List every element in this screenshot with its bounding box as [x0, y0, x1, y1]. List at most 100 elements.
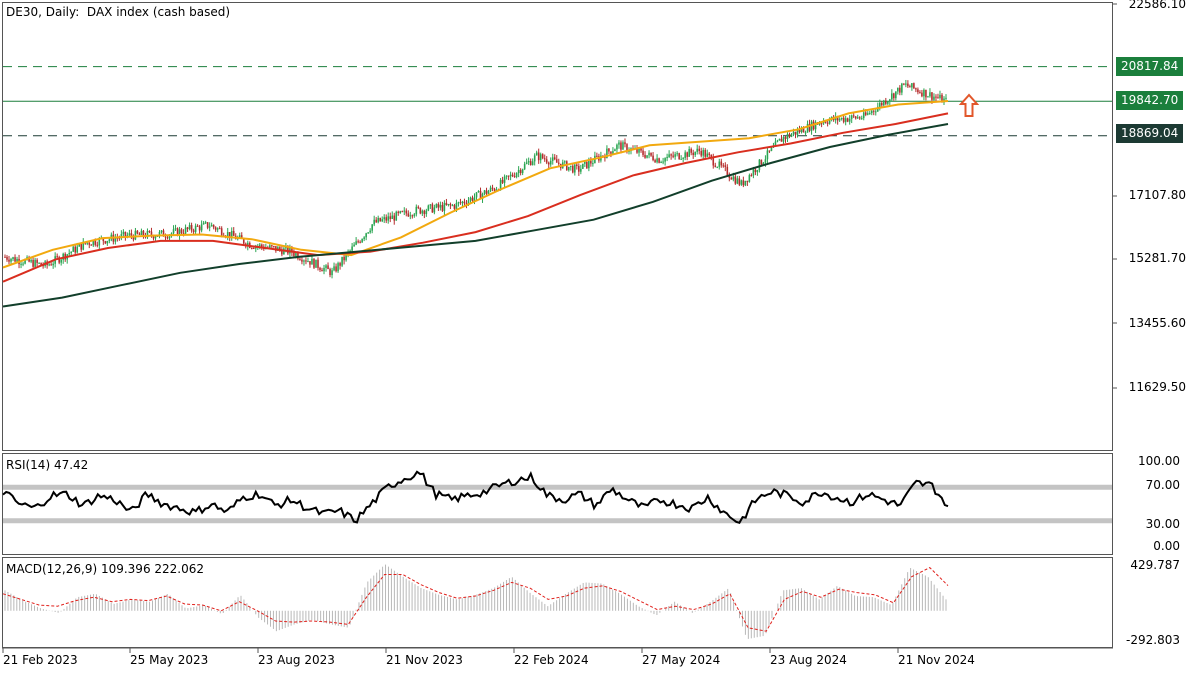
- macd-tick-label: -292.803: [1126, 633, 1180, 647]
- candle-body: [218, 228, 221, 230]
- candle-body: [728, 175, 731, 178]
- candle-body: [828, 119, 831, 124]
- candle-body: [431, 204, 434, 213]
- candle-body: [351, 246, 353, 251]
- candle-body: [259, 244, 261, 247]
- candle-body: [309, 261, 311, 265]
- candle-body: [824, 121, 827, 123]
- candle-body: [686, 152, 688, 157]
- candle-body: [780, 138, 783, 142]
- candle-body: [186, 227, 189, 229]
- candle-body: [537, 152, 540, 161]
- candle-body: [588, 160, 590, 169]
- candle-body: [644, 154, 646, 158]
- candle-body: [730, 177, 733, 180]
- candle-body: [357, 241, 359, 243]
- candle-body: [901, 83, 903, 93]
- candle-body: [164, 236, 167, 238]
- candle-body: [297, 253, 299, 259]
- candle-body: [706, 153, 709, 157]
- candle-body: [802, 128, 805, 133]
- candle-body: [481, 193, 484, 199]
- candle-body: [523, 163, 526, 170]
- date-tick-label: 21 Nov 2023: [386, 653, 463, 667]
- candle-body: [553, 157, 556, 160]
- candle-body: [162, 230, 165, 237]
- candle-body: [443, 202, 446, 211]
- candle-body: [152, 235, 155, 239]
- candle-body: [674, 154, 676, 157]
- date-tick-label: 21 Feb 2023: [3, 653, 78, 667]
- candle-body: [720, 161, 723, 166]
- candle-body: [451, 205, 454, 207]
- candle-body: [158, 232, 161, 236]
- candle-body: [690, 149, 692, 153]
- candle-body: [299, 258, 301, 260]
- candle-body: [293, 252, 295, 256]
- macd-indicator: [2, 564, 949, 639]
- candle-body: [208, 226, 211, 228]
- price-tick-label: 17107.80: [1128, 188, 1186, 202]
- candle-body: [8, 259, 10, 262]
- candle-body: [273, 246, 275, 248]
- candle-body: [610, 151, 612, 154]
- candle-body: [10, 258, 12, 262]
- candle-body: [899, 87, 901, 93]
- candle-body: [762, 162, 765, 165]
- candle-body: [844, 118, 847, 122]
- candle-body: [437, 204, 440, 208]
- candle-body: [921, 92, 923, 97]
- candle-body: [190, 225, 193, 231]
- candle-body: [866, 113, 869, 115]
- candle-body: [56, 256, 58, 258]
- candle-body: [102, 238, 105, 242]
- rsi-pane-frame: [2, 453, 1113, 555]
- candle-body: [405, 210, 408, 214]
- candle-body: [748, 175, 751, 182]
- candle-body: [74, 246, 77, 253]
- candle-body: [941, 94, 943, 103]
- candle-body: [413, 214, 416, 216]
- candle-body: [160, 230, 163, 233]
- candle-body: [885, 100, 887, 104]
- candle-body: [670, 154, 672, 156]
- candle-body: [327, 265, 329, 270]
- candle-body: [636, 148, 638, 153]
- candle-body: [291, 247, 293, 253]
- moving-average-line: [2, 100, 949, 269]
- candle-body: [535, 152, 538, 156]
- candle-body: [166, 237, 169, 239]
- candle-body: [684, 152, 686, 158]
- candle-body: [232, 230, 235, 236]
- candle-body: [656, 158, 658, 163]
- candle-body: [134, 230, 137, 240]
- candle-body: [279, 247, 281, 250]
- candle-body: [48, 264, 50, 266]
- candle-body: [820, 123, 823, 125]
- candle-body: [515, 173, 518, 177]
- candle-body: [905, 83, 907, 85]
- candle-body: [923, 89, 925, 97]
- candle-body: [794, 131, 797, 135]
- candle-body: [698, 148, 701, 152]
- candle-body: [407, 213, 410, 217]
- candle-body: [463, 201, 466, 204]
- candle-body: [541, 154, 544, 159]
- candle-body: [154, 236, 157, 239]
- candle-body: [846, 118, 849, 122]
- timeframe-label: Daily:: [45, 5, 80, 19]
- candle-body: [525, 162, 528, 164]
- candle-body: [188, 225, 191, 229]
- candle-body: [465, 203, 468, 205]
- candle-body: [708, 153, 711, 155]
- candle-body: [696, 148, 699, 152]
- candle-body: [425, 210, 428, 215]
- candle-body: [250, 247, 253, 249]
- candle-body: [371, 224, 373, 231]
- candle-body: [355, 241, 357, 245]
- candle-body: [230, 230, 233, 238]
- moving-average-line: [2, 123, 949, 308]
- candle-body: [150, 231, 153, 236]
- candle-body: [313, 258, 315, 268]
- chart-title: DE30, Daily: DAX index (cash based): [6, 5, 231, 19]
